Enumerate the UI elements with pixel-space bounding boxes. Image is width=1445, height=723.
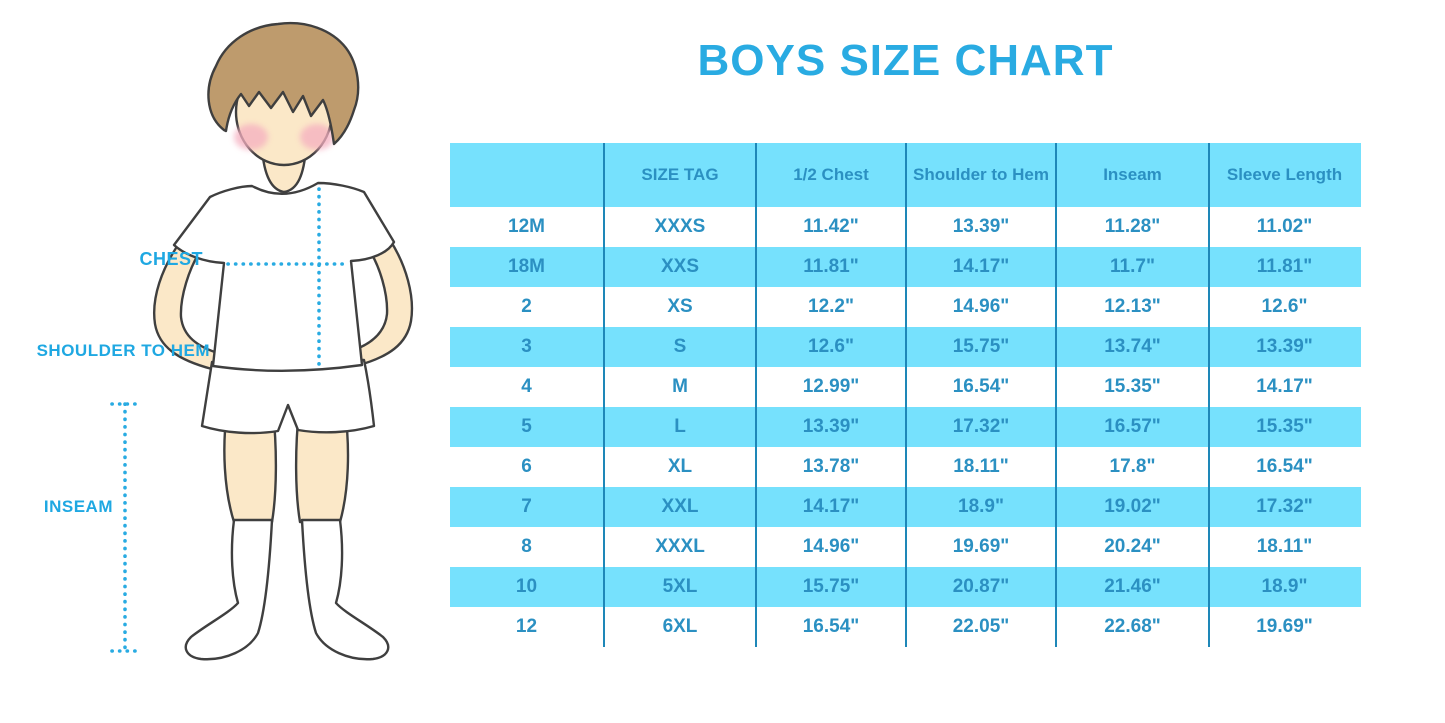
table-cell: L xyxy=(603,407,755,447)
table-cell: 2 xyxy=(521,295,532,317)
shoulder-to-hem-label: SHOULDER TO HEM xyxy=(36,341,210,360)
table-cell: 17.32" xyxy=(1208,487,1359,527)
table-cell: XXS xyxy=(603,247,755,287)
table-row: 3 S 12.6" 15.75" 13.74" 13.39" xyxy=(450,327,1361,367)
table-cell: 11.28" xyxy=(1055,207,1208,247)
left-cheek xyxy=(234,124,268,150)
table-cell: 15.75" xyxy=(905,327,1055,367)
table-cell: 11.81" xyxy=(1208,247,1359,287)
table-header-cell: Sleeve Length xyxy=(1208,143,1359,207)
hair-shape xyxy=(207,21,360,146)
table-cell: 17.32" xyxy=(905,407,1055,447)
table-cell: 20.87" xyxy=(905,567,1055,607)
table-row: 12M XXXS 11.42" 13.39" 11.28" 11.02" xyxy=(450,207,1361,247)
table-cell: XXXS xyxy=(603,207,755,247)
table-cell: 16.54" xyxy=(1208,447,1359,487)
table-cell: 13.39" xyxy=(905,207,1055,247)
table-cell: 16.54" xyxy=(905,367,1055,407)
table-cell: 18.9" xyxy=(1208,567,1359,607)
table-cell: 14.17" xyxy=(905,247,1055,287)
table-cell: 11.42" xyxy=(755,207,905,247)
chest-label: CHEST xyxy=(139,249,203,269)
table-cell: 19.02" xyxy=(1055,487,1208,527)
table-row: 10 5XL 15.75" 20.87" 21.46" 18.9" xyxy=(450,567,1361,607)
table-row: 7 XXL 14.17" 18.9" 19.02" 17.32" xyxy=(450,487,1361,527)
table-cell: 18M xyxy=(508,255,545,277)
table-cell: 15.35" xyxy=(1055,367,1208,407)
table-cell: 18.11" xyxy=(905,447,1055,487)
table-cell: 14.96" xyxy=(755,527,905,567)
table-cell: XXL xyxy=(603,487,755,527)
left-sock-shape xyxy=(184,518,274,661)
table-header-row: SIZE TAG 1/2 Chest Shoulder to Hem Inseam Sl… xyxy=(450,143,1361,207)
table-cell: 22.05" xyxy=(905,607,1055,647)
table-cell: 8 xyxy=(521,535,532,557)
size-table: SIZE TAG 1/2 Chest Shoulder to Hem Inseam Sl… xyxy=(450,143,1361,647)
table-cell: 14.17" xyxy=(1208,367,1359,407)
inseam-measure-line xyxy=(110,402,143,653)
table-cell: 7 xyxy=(521,495,532,517)
table-row: 4 M 12.99" 16.54" 15.35" 14.17" xyxy=(450,367,1361,407)
table-cell: 12.2" xyxy=(755,287,905,327)
shorts-shape xyxy=(200,358,376,435)
table-cell: 13.39" xyxy=(1208,327,1359,367)
table-cell: 21.46" xyxy=(1055,567,1208,607)
table-cell: 11.7" xyxy=(1055,247,1208,287)
table-cell: 22.68" xyxy=(1055,607,1208,647)
table-cell: 12.13" xyxy=(1055,287,1208,327)
table-cell: XS xyxy=(603,287,755,327)
table-cell: 16.54" xyxy=(755,607,905,647)
table-cell: M xyxy=(603,367,755,407)
table-cell: 16.57" xyxy=(1055,407,1208,447)
table-cell: XXXL xyxy=(603,527,755,567)
table-cell: 18.9" xyxy=(905,487,1055,527)
table-row: 18M XXS 11.81" 14.17" 11.7" 11.81" xyxy=(450,247,1361,287)
table-header-cell: 1/2 Chest xyxy=(755,143,905,207)
table-cell: 5 xyxy=(521,415,532,437)
table-cell: 13.74" xyxy=(1055,327,1208,367)
table-cell: 3 xyxy=(521,335,532,357)
table-row: 2 XS 12.2" 14.96" 12.13" 12.6" xyxy=(450,287,1361,327)
table-cell: 19.69" xyxy=(905,527,1055,567)
table-cell: 11.02" xyxy=(1208,207,1359,247)
table-cell: 12.6" xyxy=(755,327,905,367)
table-cell: 4 xyxy=(521,375,532,397)
right-sock-shape xyxy=(300,518,390,661)
table-header-cell: SIZE TAG xyxy=(603,143,755,207)
table-cell: 6 xyxy=(521,455,532,477)
table-cell: 14.17" xyxy=(755,487,905,527)
table-cell: 13.78" xyxy=(755,447,905,487)
table-cell: 12 xyxy=(515,615,538,637)
table-row: 6 XL 13.78" 18.11" 17.8" 16.54" xyxy=(450,447,1361,487)
table-header-cell: Shoulder to Hem xyxy=(905,143,1055,207)
table-cell: 19.69" xyxy=(1208,607,1359,647)
table-row: 12 6XL 16.54" 22.05" 22.68" 19.69" xyxy=(450,607,1361,647)
table-cell: S xyxy=(603,327,755,367)
table-cell: 10 xyxy=(515,575,538,597)
table-row: 5 L 13.39" 17.32" 16.57" 15.35" xyxy=(450,407,1361,447)
table-cell: 12M xyxy=(508,215,545,237)
table-header-cell xyxy=(450,143,603,207)
table-cell: 15.35" xyxy=(1208,407,1359,447)
table-cell: 14.96" xyxy=(905,287,1055,327)
right-cheek xyxy=(300,124,334,150)
table-cell: 6XL xyxy=(603,607,755,647)
page-title: BOYS SIZE CHART xyxy=(697,36,1114,85)
table-cell: 5XL xyxy=(603,567,755,607)
table-cell: 20.24" xyxy=(1055,527,1208,567)
table-header-cell: Inseam xyxy=(1055,143,1208,207)
table-cell: 12.6" xyxy=(1208,287,1359,327)
table-cell: 15.75" xyxy=(755,567,905,607)
table-cell: 17.8" xyxy=(1055,447,1208,487)
inseam-label: INSEAM xyxy=(43,497,113,516)
table-row: 8 XXXL 14.96" 19.69" 20.24" 18.11" xyxy=(450,527,1361,567)
tshirt-shape xyxy=(172,181,396,372)
table-cell: 12.99" xyxy=(755,367,905,407)
table-cell: 13.39" xyxy=(755,407,905,447)
table-cell: XL xyxy=(603,447,755,487)
table-cell: 18.11" xyxy=(1208,527,1359,567)
boy-illustration xyxy=(110,21,414,661)
table-cell: 11.81" xyxy=(755,247,905,287)
